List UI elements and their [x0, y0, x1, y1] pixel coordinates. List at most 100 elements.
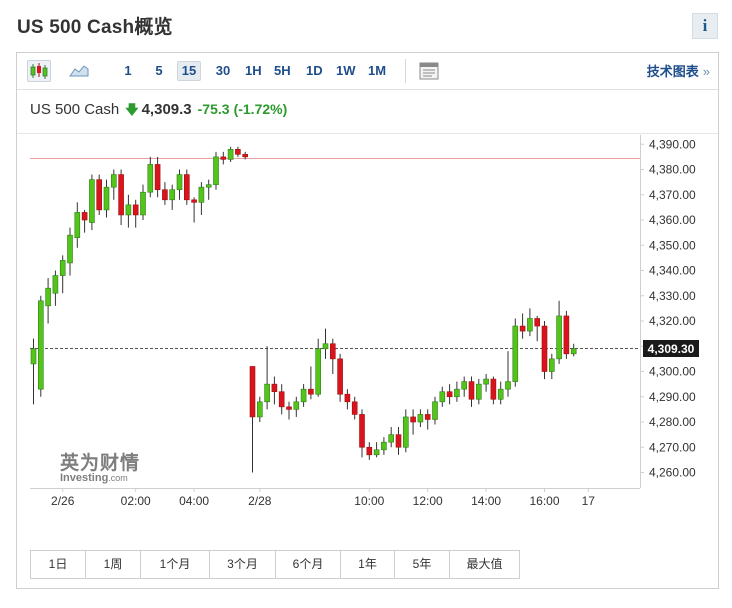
watermark-en: Investing.com [60, 472, 140, 484]
candle-up [497, 388, 504, 400]
x-tick-label: 04:00 [179, 494, 209, 508]
x-tick-label: 17 [582, 494, 596, 508]
y-tick-label: 4,290.00 [649, 390, 696, 404]
quote-bar: US 500 Cash 🡇 4,309.3 -75.3 (-1.72%) [30, 101, 287, 123]
candle-up [103, 186, 110, 211]
y-tick-label: 4,260.00 [649, 466, 696, 480]
candle-up [417, 414, 424, 423]
candle-up [300, 388, 307, 403]
range-tab-7[interactable]: 最大值 [466, 557, 503, 571]
timeframe-5h[interactable]: 5H [274, 63, 291, 78]
y-tick-label: 4,280.00 [649, 415, 696, 429]
candle-up [505, 381, 511, 390]
watermark-cn: 英为财情 [60, 452, 141, 474]
timeframe-1m[interactable]: 1M [368, 63, 387, 78]
chart-panel: 1 5 15 30 1H 5H 1D 1W 1M 技术图表» US 500 Cash 🡇 4,309… [16, 52, 719, 589]
x-tick-label: 12:00 [413, 494, 443, 508]
x-tick-label: 10:00 [354, 494, 384, 508]
candle-up [388, 434, 395, 443]
candle-down [410, 416, 416, 423]
candle-down [220, 156, 227, 160]
timeframe-1h[interactable]: 1H [245, 63, 262, 78]
candle-up [402, 416, 409, 448]
candle-up [461, 381, 468, 390]
y-tick-label: 4,320.00 [649, 314, 696, 328]
y-tick-label: 4,390.00 [649, 137, 696, 151]
candle-up [125, 204, 132, 216]
area-chart-icon[interactable] [68, 60, 92, 82]
timeframe-15[interactable]: 15 [177, 61, 201, 81]
candle-up [37, 300, 44, 390]
candle-down [132, 204, 139, 216]
advanced-chart-link[interactable]: 技术图表» [647, 61, 710, 80]
timeframe-1[interactable]: 1 [124, 63, 132, 78]
page-title: US 500 Cash概览 [17, 17, 173, 38]
candle-down [162, 189, 168, 201]
instrument-name: US 500 Cash [30, 101, 120, 118]
candle-down [154, 164, 161, 190]
y-tick-label: 4,370.00 [649, 188, 696, 202]
y-tick-label: 4,270.00 [649, 440, 696, 454]
chart-toolbar: 1 5 15 30 1H 5H 1D 1W 1M 技术图表» [17, 53, 718, 90]
candle-up [381, 441, 387, 451]
info-button[interactable]: i [692, 13, 718, 39]
range-tab-5[interactable]: 1年 [341, 551, 395, 578]
candle-up [257, 401, 263, 418]
candle-up [198, 186, 205, 203]
candle-down [541, 325, 548, 372]
candlestick-icon[interactable] [27, 60, 51, 82]
y-tick-label: 4,330.00 [649, 289, 696, 303]
candle-up [548, 358, 555, 372]
candle-down [468, 381, 475, 400]
toolbar-divider [405, 59, 406, 83]
candle-up [322, 343, 329, 350]
candle-down [563, 315, 570, 355]
range-tab-4[interactable]: 6个月 [276, 551, 341, 578]
candle-down [96, 179, 102, 211]
range-tab-0[interactable]: 1日 [31, 551, 86, 578]
candle-down [329, 343, 336, 360]
candle-down [490, 378, 497, 400]
candle-up [264, 383, 270, 403]
timeframe-30[interactable]: 30 [215, 63, 231, 78]
candle-up [213, 156, 219, 185]
range-tab-1[interactable]: 1周 [86, 551, 141, 578]
candle-down [191, 199, 197, 203]
candle-up [570, 348, 577, 355]
candle-down [286, 406, 292, 410]
candle-down [337, 358, 343, 395]
timeframe-1w[interactable]: 1W [336, 63, 356, 78]
chevron-right-icon: » [702, 64, 710, 79]
x-tick-label: 2/26 [51, 494, 75, 508]
candle-up [111, 174, 117, 188]
layout-icon[interactable] [418, 60, 440, 82]
range-tab-3[interactable]: 3个月 [210, 551, 276, 578]
candle-down [366, 446, 373, 456]
x-tick-label: 2/28 [248, 494, 272, 508]
timeframe-1d[interactable]: 1D [306, 63, 323, 78]
candlestick-chart[interactable]: 4,260.00 4,270.00 4,280.00 4,290.00 4,300.00… [17, 53, 718, 543]
candle-down [395, 434, 402, 448]
candle-down [351, 401, 358, 415]
candle-up [315, 348, 322, 395]
x-tick-label: 14:00 [471, 494, 501, 508]
candle-up [432, 401, 438, 420]
watermark-en-suffix: .com [108, 473, 128, 483]
candle-up [169, 189, 175, 201]
last-price: 4,309.3 [141, 101, 192, 118]
candle-down [446, 391, 453, 398]
price-change: -75.3 [197, 101, 230, 117]
candle-down [242, 154, 248, 158]
candle-up [67, 234, 73, 264]
last-price-box [643, 340, 699, 357]
range-tab-2[interactable]: 1个月 [141, 551, 210, 578]
candle-down [308, 388, 314, 395]
timeframe-5[interactable]: 5 [155, 63, 163, 78]
range-tab-6[interactable]: 5年 [395, 551, 450, 578]
candle-up [74, 212, 81, 238]
candle-down [278, 391, 285, 408]
candle-up [475, 383, 482, 400]
candle-up [30, 348, 37, 365]
candle-down [271, 383, 278, 392]
candle-up [176, 174, 183, 191]
